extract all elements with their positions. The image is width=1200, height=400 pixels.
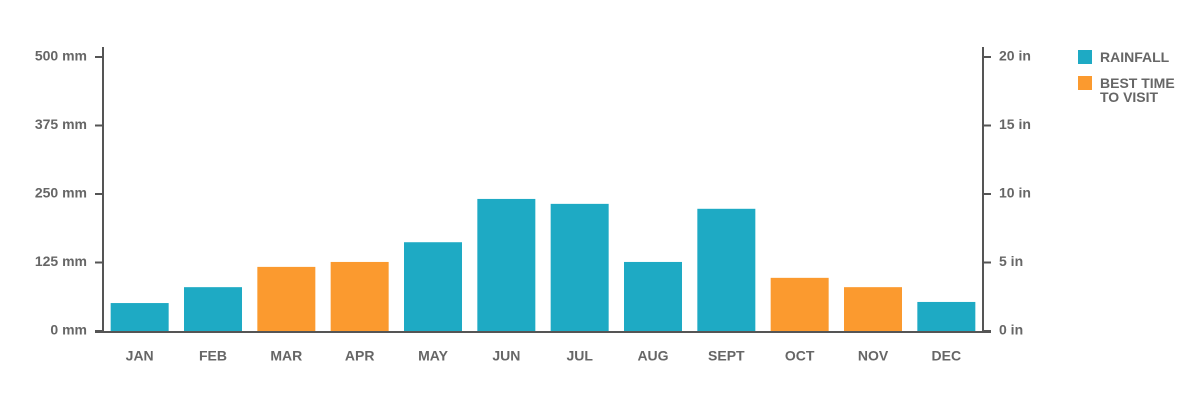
x-tick-label: MAY xyxy=(418,348,448,364)
x-tick-label: NOV xyxy=(858,348,889,364)
y2-tick-label: 0 in xyxy=(999,322,1023,338)
legend-swatch xyxy=(1078,50,1092,64)
legend: RAINFALL BEST TIME TO VISIT xyxy=(1078,50,1188,116)
y2-tick-label: 15 in xyxy=(999,116,1031,132)
x-tick-label: DEC xyxy=(932,348,962,364)
bar xyxy=(624,261,682,331)
bar xyxy=(917,301,976,331)
y2-tick-label: 5 in xyxy=(999,253,1023,269)
x-tick-label: FEB xyxy=(199,348,227,364)
x-tick-label: OCT xyxy=(785,348,815,364)
y-tick-label: 250 mm xyxy=(35,185,87,201)
legend-label: BEST TIME TO VISIT xyxy=(1100,75,1175,105)
y2-tick-label: 20 in xyxy=(999,48,1031,64)
x-tick-label: MAR xyxy=(270,348,302,364)
bar xyxy=(110,303,169,331)
x-tick-label: APR xyxy=(345,348,375,364)
y-tick-label: 375 mm xyxy=(35,116,87,132)
bar xyxy=(550,203,609,331)
bar xyxy=(404,242,462,331)
x-tick-label: JUN xyxy=(492,348,520,364)
x-tick-label: JUL xyxy=(566,348,593,364)
y-tick-label: 125 mm xyxy=(35,253,87,269)
x-tick-label: AUG xyxy=(637,348,668,364)
legend-label: RAINFALL xyxy=(1100,49,1170,65)
bar xyxy=(844,287,902,331)
legend-item: BEST TIME TO VISIT xyxy=(1078,76,1188,104)
bar xyxy=(697,208,756,331)
bar xyxy=(330,261,389,331)
legend-item: RAINFALL xyxy=(1078,50,1188,64)
legend-swatch xyxy=(1078,76,1092,90)
x-tick-label: SEPT xyxy=(708,348,745,364)
y2-tick-label: 10 in xyxy=(999,185,1031,201)
bar xyxy=(477,198,536,331)
bar xyxy=(770,277,829,331)
x-tick-label: JAN xyxy=(126,348,154,364)
y-tick-label: 500 mm xyxy=(35,48,87,64)
bar xyxy=(257,266,316,331)
y-tick-label: 0 mm xyxy=(50,322,87,338)
bar xyxy=(184,287,242,331)
